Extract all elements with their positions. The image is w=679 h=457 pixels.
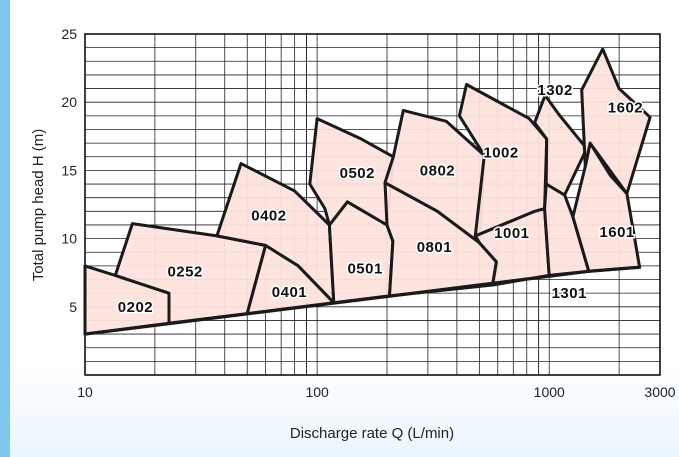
y-tick-label: 5 <box>69 299 77 315</box>
x-tick-label: 1000 <box>534 384 565 400</box>
y-tick-label: 15 <box>61 162 77 178</box>
x-axis-label: Discharge rate Q (L/min) <box>290 425 454 442</box>
x-tick-label: 3000 <box>644 384 675 400</box>
region-label-1601: 1601 <box>599 224 634 241</box>
boundary-lines <box>83 265 642 336</box>
region-0802 <box>383 108 486 245</box>
x-tick-label: 100 <box>305 384 329 400</box>
region-label-0802: 0802 <box>420 162 455 179</box>
axis-ticks: 5 10 15 20 25 10 100 1000 3000 <box>61 26 675 400</box>
region-1302 <box>533 93 589 197</box>
y-tick-label: 20 <box>61 94 77 110</box>
region-label-1001: 1001 <box>494 225 529 242</box>
region-label-1002: 1002 <box>483 145 518 162</box>
y-tick-label: 10 <box>61 231 77 247</box>
region-label-0401: 0401 <box>272 284 307 301</box>
region-label-0252: 0252 <box>167 263 202 280</box>
region-1602 <box>580 47 652 196</box>
boundary-line <box>83 265 642 336</box>
region-label-1302: 1302 <box>537 82 572 99</box>
region-label-0501: 0501 <box>347 261 382 278</box>
region-label-0801: 0801 <box>417 239 452 256</box>
plot-frame <box>84 33 661 376</box>
region-labels: 0202 0252 0401 0402 0501 0502 0801 0802 1001 1002… <box>116 80 644 317</box>
y-tick-label: 25 <box>61 26 77 42</box>
region-label-1602: 1602 <box>608 100 643 117</box>
x-tick-label: 10 <box>77 384 93 400</box>
region-label-0502: 0502 <box>340 165 375 182</box>
pump-regions <box>83 47 652 336</box>
region-label-0202: 0202 <box>118 299 153 316</box>
y-axis-label: Total pump head H (m) <box>30 129 47 282</box>
region-label-0402: 0402 <box>251 207 286 224</box>
region-label-1301: 1301 <box>552 285 587 302</box>
